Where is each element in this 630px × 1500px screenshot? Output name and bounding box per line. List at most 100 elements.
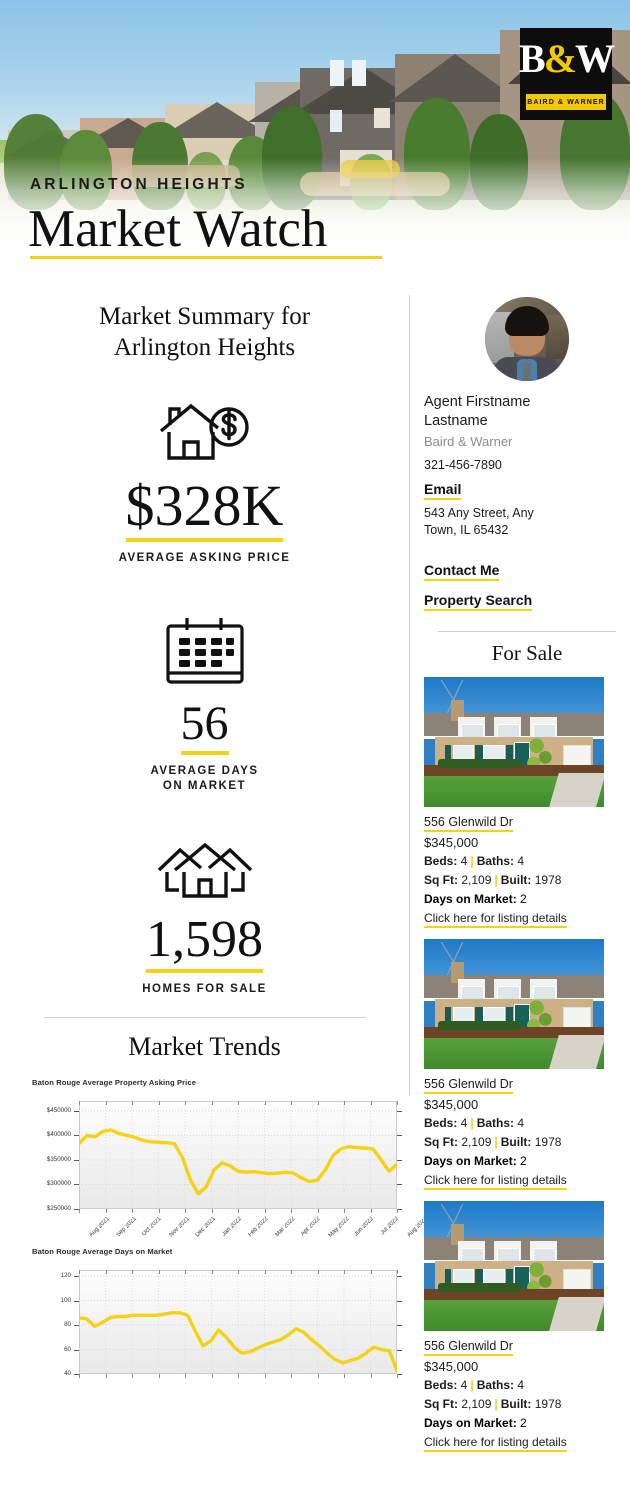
average-asking-price-value: $328K <box>125 477 284 542</box>
listing-beds-baths: Beds: 4 | Baths: 4 <box>424 854 525 868</box>
x-axis-tick-top <box>291 1101 292 1105</box>
house-dollar-icon <box>0 401 409 463</box>
x-axis-tick-top <box>291 1270 292 1274</box>
chart-2-title: Baton Rouge Average Days on Market <box>32 1247 173 1256</box>
x-axis-tick-top <box>158 1270 160 1274</box>
listing-address[interactable]: 556 Glenwild Dr <box>424 1338 513 1356</box>
logo-monogram: B&W <box>519 36 615 82</box>
summary-heading-line2: Arlington Heights <box>113 334 296 361</box>
y-axis-tick-label: 120 <box>60 1272 71 1280</box>
y-axis-tick-right <box>397 1349 402 1351</box>
title-underline <box>30 256 382 259</box>
y-axis-tick <box>74 1374 79 1375</box>
y-axis-tick-label: 60 <box>64 1345 71 1353</box>
right-column: Agent Firstname Lastname Baird & Warner … <box>424 285 630 1452</box>
y-axis-tick-label: $300000 <box>46 1180 71 1188</box>
x-axis-tick <box>211 1209 213 1213</box>
listing-days-on-market: Days on Market: 2 <box>424 1154 527 1168</box>
label-line1: AVERAGE DAYS <box>150 765 259 777</box>
left-column: Market Summary for Arlington Heights <box>0 285 429 1386</box>
column-divider <box>409 295 410 1095</box>
property-search-link[interactable]: Property Search <box>424 591 533 611</box>
y-axis-tick <box>74 1135 79 1137</box>
agent-last-name: Lastname <box>424 413 488 429</box>
listing-photo[interactable] <box>424 677 604 807</box>
y-axis-tick-label: $450000 <box>46 1106 71 1114</box>
x-axis-tick-top <box>238 1270 239 1274</box>
listing-item: 556 Glenwild Dr $345,000 Beds: 4 | Baths: … <box>424 939 630 1190</box>
logo-letter-b: B <box>519 36 546 81</box>
x-axis-tick <box>291 1209 292 1213</box>
listing-address[interactable]: 556 Glenwild Dr <box>424 1076 513 1094</box>
listing-price: $345,000 <box>424 835 479 850</box>
listing-address[interactable]: 556 Glenwild Dr <box>424 814 513 832</box>
homes-for-sale-label: HOMES FOR SALE <box>142 983 267 995</box>
y-axis-tick-label: $350000 <box>46 1155 71 1163</box>
x-axis-tick <box>370 1209 372 1213</box>
baird-warner-logo[interactable]: B&W BAIRD & WARNER <box>519 28 615 120</box>
homes-for-sale-value: 1,598 <box>146 914 263 973</box>
contact-me-link[interactable]: Contact Me <box>424 561 500 581</box>
x-axis-tick-top <box>105 1270 107 1274</box>
listing-photo[interactable] <box>424 939 604 1069</box>
listing-details-link[interactable]: Click here for listing details <box>424 1172 567 1190</box>
listing-details-link[interactable]: Click here for listing details <box>424 1434 567 1452</box>
x-axis-tick-top <box>185 1270 186 1274</box>
x-axis-tick-top <box>185 1101 186 1105</box>
market-summary-heading: Market Summary for Arlington Heights <box>0 301 409 363</box>
x-axis-tick-label: Apr 2022 <box>300 1216 322 1238</box>
x-axis-tick <box>264 1374 266 1378</box>
x-axis-tick-top <box>238 1101 239 1105</box>
x-axis-tick <box>344 1374 345 1378</box>
y-axis-tick-right <box>397 1300 402 1302</box>
x-axis-tick-top <box>397 1101 398 1105</box>
y-axis-tick-label: 80 <box>64 1321 71 1329</box>
y-axis-tick-label: $400000 <box>46 1131 71 1139</box>
y-axis-tick-right <box>397 1374 402 1375</box>
x-axis-tick-top <box>317 1270 319 1274</box>
listing-days-on-market: Days on Market: 2 <box>424 892 527 906</box>
x-axis-tick <box>79 1209 80 1213</box>
x-axis-tick-top <box>317 1101 319 1105</box>
label-line2: ON MARKET <box>162 780 247 792</box>
agent-address: 543 Any Street, Any Town, IL 65432 <box>424 505 630 539</box>
agent-email-link[interactable]: Email <box>424 480 462 500</box>
y-axis-tick <box>74 1300 79 1302</box>
location-eyebrow: ARLINGTON HEIGHTS <box>30 176 248 193</box>
listing-item: 556 Glenwild Dr $345,000 Beds: 4 | Baths: … <box>424 677 630 928</box>
agent-phone[interactable]: 321-456-7890 <box>424 458 502 472</box>
agent-name: Agent Firstname Lastname <box>424 393 630 431</box>
y-axis-tick-right <box>397 1209 402 1210</box>
x-axis-tick <box>105 1374 107 1378</box>
y-axis-tick <box>74 1325 79 1327</box>
x-axis-tick <box>317 1374 319 1378</box>
x-axis-tick-top <box>211 1101 213 1105</box>
x-axis-tick-label: Sep 2021 <box>115 1216 138 1239</box>
x-axis-tick-label: Jan 2022 <box>220 1216 243 1238</box>
chart-2-plot-area: 120 100 80 60 40 <box>32 1266 409 1386</box>
for-sale-divider <box>438 631 616 632</box>
x-axis-tick <box>397 1374 398 1378</box>
y-axis-tick-right <box>397 1110 402 1112</box>
value-underline <box>146 969 263 973</box>
listing-photo[interactable] <box>424 1201 604 1331</box>
x-axis-tick-top <box>397 1270 398 1274</box>
x-axis-tick-label: Nov 2021 <box>168 1216 191 1239</box>
x-axis-tick-label: Dec 2021 <box>194 1216 217 1239</box>
y-axis-tick-label: $250000 <box>46 1205 71 1212</box>
y-axis-tick <box>74 1184 79 1186</box>
x-axis-tick-top <box>264 1270 266 1274</box>
listing-details-link[interactable]: Click here for listing details <box>424 910 567 928</box>
x-axis-tick-top <box>370 1101 372 1105</box>
summary-heading-line1: Market Summary for <box>98 303 311 330</box>
logo-wordmark-bar: BAIRD & WARNER <box>526 94 606 110</box>
x-axis-tick-top <box>264 1101 266 1105</box>
page-title: Market Watch <box>28 200 328 258</box>
value-underline <box>180 751 229 755</box>
y-axis-tick-right <box>397 1135 402 1137</box>
y-axis-tick-right <box>397 1276 402 1278</box>
logo-ampersand: & <box>543 36 577 81</box>
chart-days-on-market: Baton Rouge Average Days on Market 120 10… <box>0 1247 409 1386</box>
listing-price: $345,000 <box>424 1359 479 1374</box>
